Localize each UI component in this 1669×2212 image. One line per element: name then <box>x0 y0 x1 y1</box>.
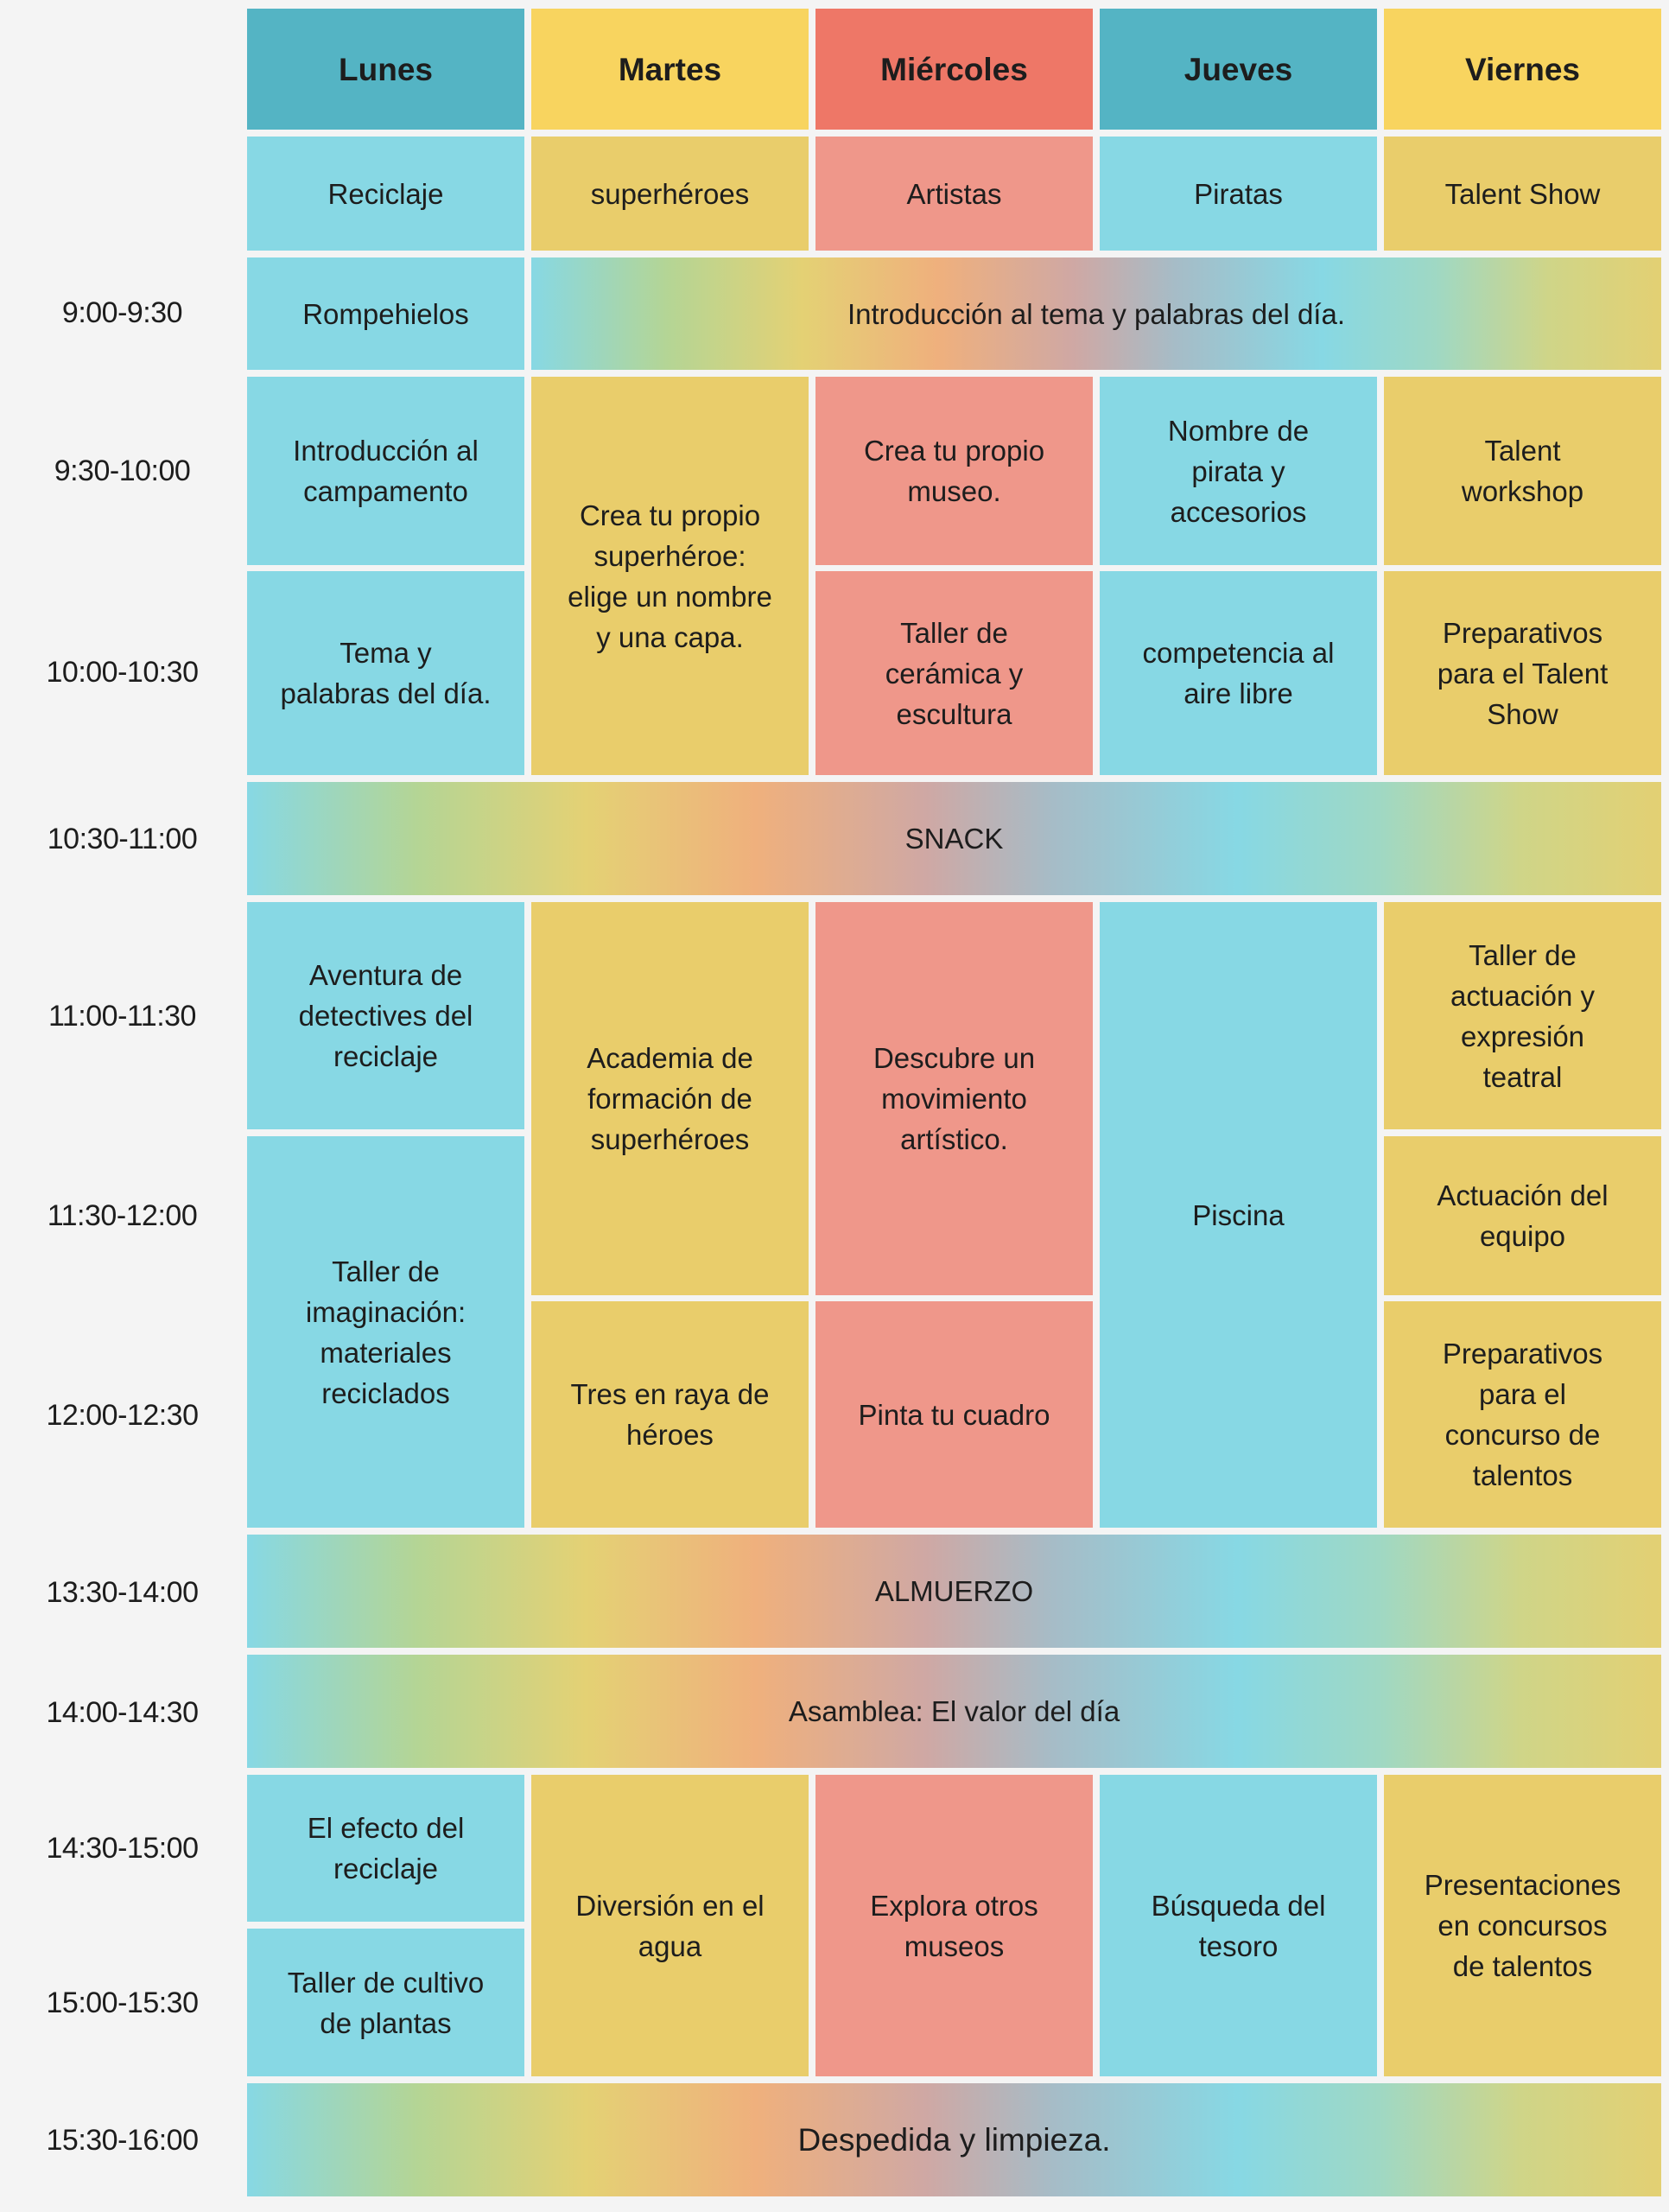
activity-cell: Actuación del equipo <box>1384 1136 1661 1295</box>
activity-cell: Pinta tu cuadro <box>815 1301 1093 1528</box>
time-label: 14:00-14:30 <box>46 1695 200 1729</box>
activity-cell: El efecto del reciclaje <box>247 1775 524 1922</box>
activity-cell: Diversión en el agua <box>531 1775 809 2076</box>
day-header-miercoles: Miércoles <box>815 9 1093 130</box>
activity-cell: Búsqueda del tesoro <box>1100 1775 1377 2076</box>
activity-cell: Crea tu propio museo. <box>815 377 1093 565</box>
activity-cell: Aventura de detectives del reciclaje <box>247 902 524 1129</box>
activity-span: Introducción al tema y palabras del día. <box>531 257 1661 370</box>
time-label: 9:30-10:00 <box>54 454 191 487</box>
activity-cell: Academia de formación de superhéroes <box>531 902 809 1295</box>
farewell-span: Despedida y limpieza. <box>247 2083 1661 2196</box>
activity-cell: Preparativos para el concurso de talento… <box>1384 1301 1661 1528</box>
activity-cell: Piscina <box>1100 902 1377 1528</box>
activity-cell: Taller de imaginación: materiales recicl… <box>247 1136 524 1528</box>
activity-cell: Taller de actuación y expresión teatral <box>1384 902 1661 1129</box>
time-label: 15:00-15:30 <box>46 1986 200 2019</box>
time-label: 13:30-14:00 <box>46 1575 200 1609</box>
time-label: 10:00-10:30 <box>46 655 200 689</box>
activity-cell: Descubre un movimiento artístico. <box>815 902 1093 1295</box>
activity-cell: competencia al aire libre <box>1100 571 1377 775</box>
time-label: 11:30-12:00 <box>47 1198 198 1232</box>
theme-lunes: Reciclaje <box>247 137 524 251</box>
activity-cell: Taller de cultivo de plantas <box>247 1929 524 2076</box>
day-header-viernes: Viernes <box>1384 9 1661 130</box>
time-label: 10:30-11:00 <box>47 822 198 855</box>
time-label: 11:00-11:30 <box>48 999 196 1033</box>
day-header-jueves: Jueves <box>1100 9 1377 130</box>
time-label: 14:30-15:00 <box>46 1831 200 1865</box>
theme-martes: superhéroes <box>531 137 809 251</box>
assembly-span: Asamblea: El valor del día <box>247 1655 1661 1768</box>
activity-cell: Nombre de pirata y accesorios <box>1100 377 1377 565</box>
activity-cell: Crea tu propio superhéroe: elige un nomb… <box>531 377 809 775</box>
snack-span: SNACK <box>247 782 1661 895</box>
activity-cell: Explora otros museos <box>815 1775 1093 2076</box>
day-header-martes: Martes <box>531 9 809 130</box>
lunch-span: ALMUERZO <box>247 1535 1661 1648</box>
theme-jueves: Piratas <box>1100 137 1377 251</box>
theme-viernes: Talent Show <box>1384 137 1661 251</box>
time-label: 12:00-12:30 <box>46 1398 200 1432</box>
activity-cell: Taller de cerámica y escultura <box>815 571 1093 775</box>
activity-cell: Talent workshop <box>1384 377 1661 565</box>
activity-cell: Preparativos para el Talent Show <box>1384 571 1661 775</box>
activity-cell: Introducción al campamento <box>247 377 524 565</box>
time-label: 15:30-16:00 <box>46 2123 200 2157</box>
day-header-lunes: Lunes <box>247 9 524 130</box>
activity-cell: Tema y palabras del día. <box>247 571 524 775</box>
time-label: 9:00-9:30 <box>61 296 183 329</box>
activity-cell: Rompehielos <box>247 257 524 370</box>
theme-miercoles: Artistas <box>815 137 1093 251</box>
activity-cell: Tres en raya de héroes <box>531 1301 809 1528</box>
activity-cell: Presentaciones en concursos de talentos <box>1384 1775 1661 2076</box>
